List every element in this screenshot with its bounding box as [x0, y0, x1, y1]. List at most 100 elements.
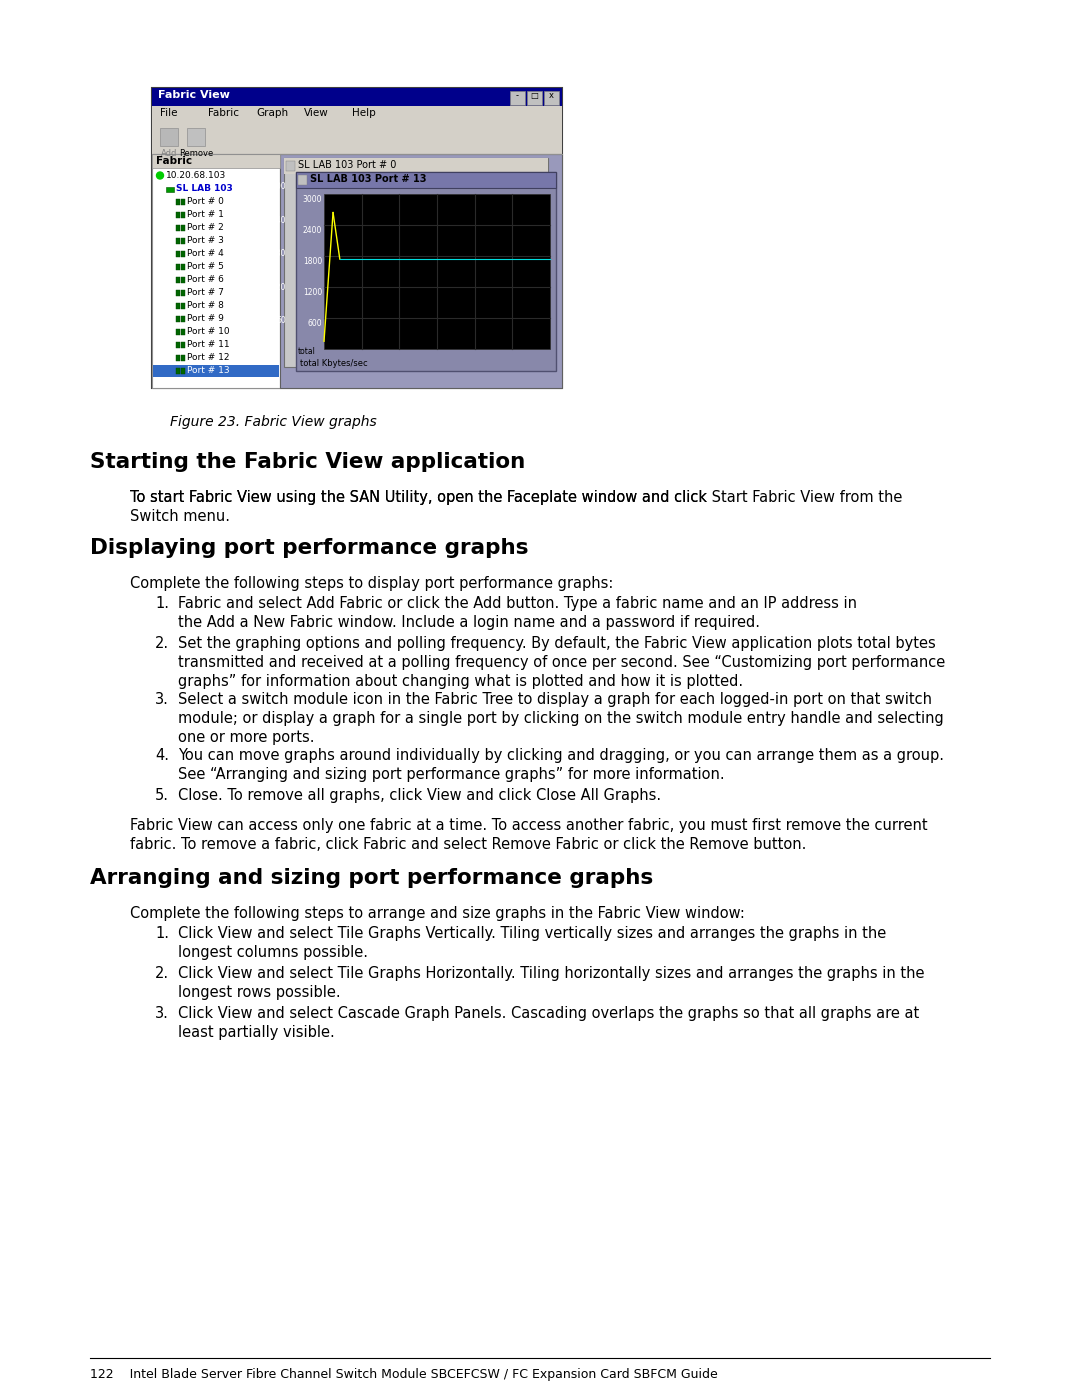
Bar: [181, 250, 185, 257]
Bar: [176, 303, 180, 309]
Text: total: total: [298, 346, 315, 356]
Text: 180: 180: [272, 249, 286, 258]
Text: Port # 3: Port # 3: [187, 236, 224, 244]
Text: SL LAB 103: SL LAB 103: [176, 184, 233, 193]
Text: Complete the following steps to arrange and size graphs in the Fabric View windo: Complete the following steps to arrange …: [130, 907, 745, 921]
Bar: [324, 194, 550, 349]
Circle shape: [157, 172, 163, 179]
Bar: [176, 264, 180, 270]
Text: 3000: 3000: [302, 196, 322, 204]
Bar: [544, 91, 559, 105]
Bar: [181, 237, 185, 243]
Bar: [181, 367, 185, 373]
Bar: [527, 91, 542, 105]
Bar: [176, 237, 180, 243]
Bar: [181, 277, 185, 282]
Text: Port # 5: Port # 5: [187, 263, 224, 271]
Text: To start Fabric View using the SAN Utility, open the Faceplate window and click : To start Fabric View using the SAN Utili…: [130, 490, 903, 524]
Bar: [152, 154, 280, 168]
Bar: [152, 88, 562, 388]
Text: View: View: [303, 108, 328, 117]
Bar: [176, 316, 180, 321]
Bar: [181, 264, 185, 270]
Text: Graph: Graph: [256, 108, 288, 117]
Bar: [176, 198, 180, 204]
Text: 1.: 1.: [156, 926, 168, 942]
Bar: [176, 211, 180, 218]
Bar: [296, 172, 556, 372]
Text: Figure 23. Fabric View graphs: Figure 23. Fabric View graphs: [170, 415, 377, 429]
Bar: [510, 91, 525, 105]
Text: 5.: 5.: [156, 788, 168, 803]
Bar: [176, 277, 180, 282]
Text: Set the graphing options and polling frequency. By default, the Fabric View appl: Set the graphing options and polling fre…: [178, 636, 945, 689]
Bar: [181, 355, 185, 360]
Text: Port # 0: Port # 0: [187, 197, 224, 205]
Bar: [181, 316, 185, 321]
Text: 122    Intel Blade Server Fibre Channel Switch Module SBCEFCSW / FC Expansion Ca: 122 Intel Blade Server Fibre Channel Swi…: [90, 1368, 718, 1382]
Text: 1.: 1.: [156, 597, 168, 610]
Text: Fabric View can access only one fabric at a time. To access another fabric, you : Fabric View can access only one fabric a…: [130, 819, 928, 852]
Text: Port # 8: Port # 8: [187, 300, 224, 310]
Text: You can move graphs around individually by clicking and dragging, or you can arr: You can move graphs around individually …: [178, 747, 944, 782]
Text: 2400: 2400: [302, 226, 322, 235]
Bar: [181, 289, 185, 296]
Bar: [153, 365, 279, 377]
Bar: [166, 187, 174, 191]
Bar: [298, 175, 307, 184]
Text: File: File: [160, 108, 177, 117]
Bar: [181, 303, 185, 309]
Text: 600: 600: [308, 319, 322, 328]
Bar: [181, 328, 185, 334]
Bar: [284, 158, 548, 175]
Text: 1800: 1800: [302, 257, 322, 265]
Text: Starting the Fabric View application: Starting the Fabric View application: [90, 453, 525, 472]
Text: Complete the following steps to display port performance graphs:: Complete the following steps to display …: [130, 576, 613, 591]
Text: 3.: 3.: [156, 1006, 168, 1021]
Text: Click View and select Cascade Graph Panels. Cascading overlaps the graphs so tha: Click View and select Cascade Graph Pane…: [178, 1006, 919, 1041]
Text: To start Fabric View using the SAN Utility, open the Faceplate window and click: To start Fabric View using the SAN Utili…: [130, 490, 712, 504]
Text: 60: 60: [276, 316, 286, 326]
Text: Fabric: Fabric: [156, 156, 192, 166]
Text: Port # 4: Port # 4: [187, 249, 224, 258]
Text: 10.20.68.103: 10.20.68.103: [166, 170, 226, 180]
Text: SL LAB 103 Port # 0: SL LAB 103 Port # 0: [298, 161, 396, 170]
Text: 4.: 4.: [156, 747, 168, 763]
Text: Click View and select Tile Graphs Horizontally. Tiling horizontally sizes and ar: Click View and select Tile Graphs Horizo…: [178, 965, 924, 1000]
Bar: [187, 129, 205, 147]
Bar: [181, 225, 185, 231]
Bar: [280, 154, 562, 388]
Text: Select a switch module icon in the Fabric Tree to display a graph for each logge: Select a switch module icon in the Fabri…: [178, 692, 944, 746]
Bar: [176, 328, 180, 334]
Text: Port # 9: Port # 9: [187, 314, 224, 323]
Bar: [152, 88, 562, 106]
Text: 1200: 1200: [302, 288, 322, 298]
Text: Displaying port performance graphs: Displaying port performance graphs: [90, 538, 528, 557]
Text: total Kbytes/sec: total Kbytes/sec: [300, 359, 367, 367]
Bar: [176, 225, 180, 231]
Text: Close. To remove all graphs, click View and click Close All Graphs.: Close. To remove all graphs, click View …: [178, 788, 661, 803]
Text: Port # 1: Port # 1: [187, 210, 224, 219]
Text: 300: 300: [271, 182, 286, 191]
Text: Port # 2: Port # 2: [187, 224, 224, 232]
Text: □: □: [530, 91, 538, 101]
Text: Port # 6: Port # 6: [187, 275, 224, 284]
Text: Port # 12: Port # 12: [187, 353, 229, 362]
Text: 120: 120: [272, 282, 286, 292]
Bar: [176, 355, 180, 360]
Text: Fabric View: Fabric View: [158, 89, 230, 101]
Text: x: x: [549, 91, 554, 101]
Bar: [152, 122, 562, 154]
Bar: [176, 341, 180, 348]
Bar: [296, 172, 556, 189]
Text: 2.: 2.: [156, 965, 170, 981]
Bar: [181, 341, 185, 348]
Bar: [176, 250, 180, 257]
Bar: [152, 154, 280, 388]
Text: 3.: 3.: [156, 692, 168, 707]
Text: Port # 13: Port # 13: [187, 366, 230, 374]
Text: Fabric: Fabric: [208, 108, 239, 117]
Text: Add: Add: [161, 149, 177, 158]
Text: Port # 11: Port # 11: [187, 339, 230, 349]
Text: Port # 7: Port # 7: [187, 288, 224, 298]
